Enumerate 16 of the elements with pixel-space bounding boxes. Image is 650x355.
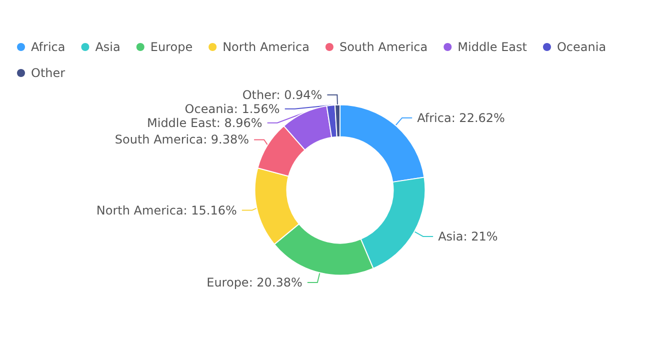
legend-label: North America — [222, 40, 310, 54]
data-label: Oceania: 1.56% — [184, 102, 280, 116]
data-label: Asia: 21% — [438, 229, 498, 244]
data-label: Africa: 22.62% — [417, 110, 505, 125]
data-label: South America: 9.38% — [114, 132, 250, 147]
legend-label: Oceania — [556, 40, 606, 54]
legend-label: Europe — [150, 40, 193, 54]
data-label: Middle East: 8.96% — [147, 116, 262, 130]
legend-label: South America — [339, 40, 428, 54]
data-label: Other: 0.94% — [242, 88, 322, 102]
legend-label: Middle East — [458, 40, 528, 54]
legend-label: Asia — [95, 40, 120, 54]
data-label: North America: 15.16% — [96, 203, 237, 218]
legend-label: Other — [31, 66, 66, 80]
legend-label: Africa — [31, 40, 66, 54]
data-label: Europe: 20.38% — [206, 275, 302, 290]
